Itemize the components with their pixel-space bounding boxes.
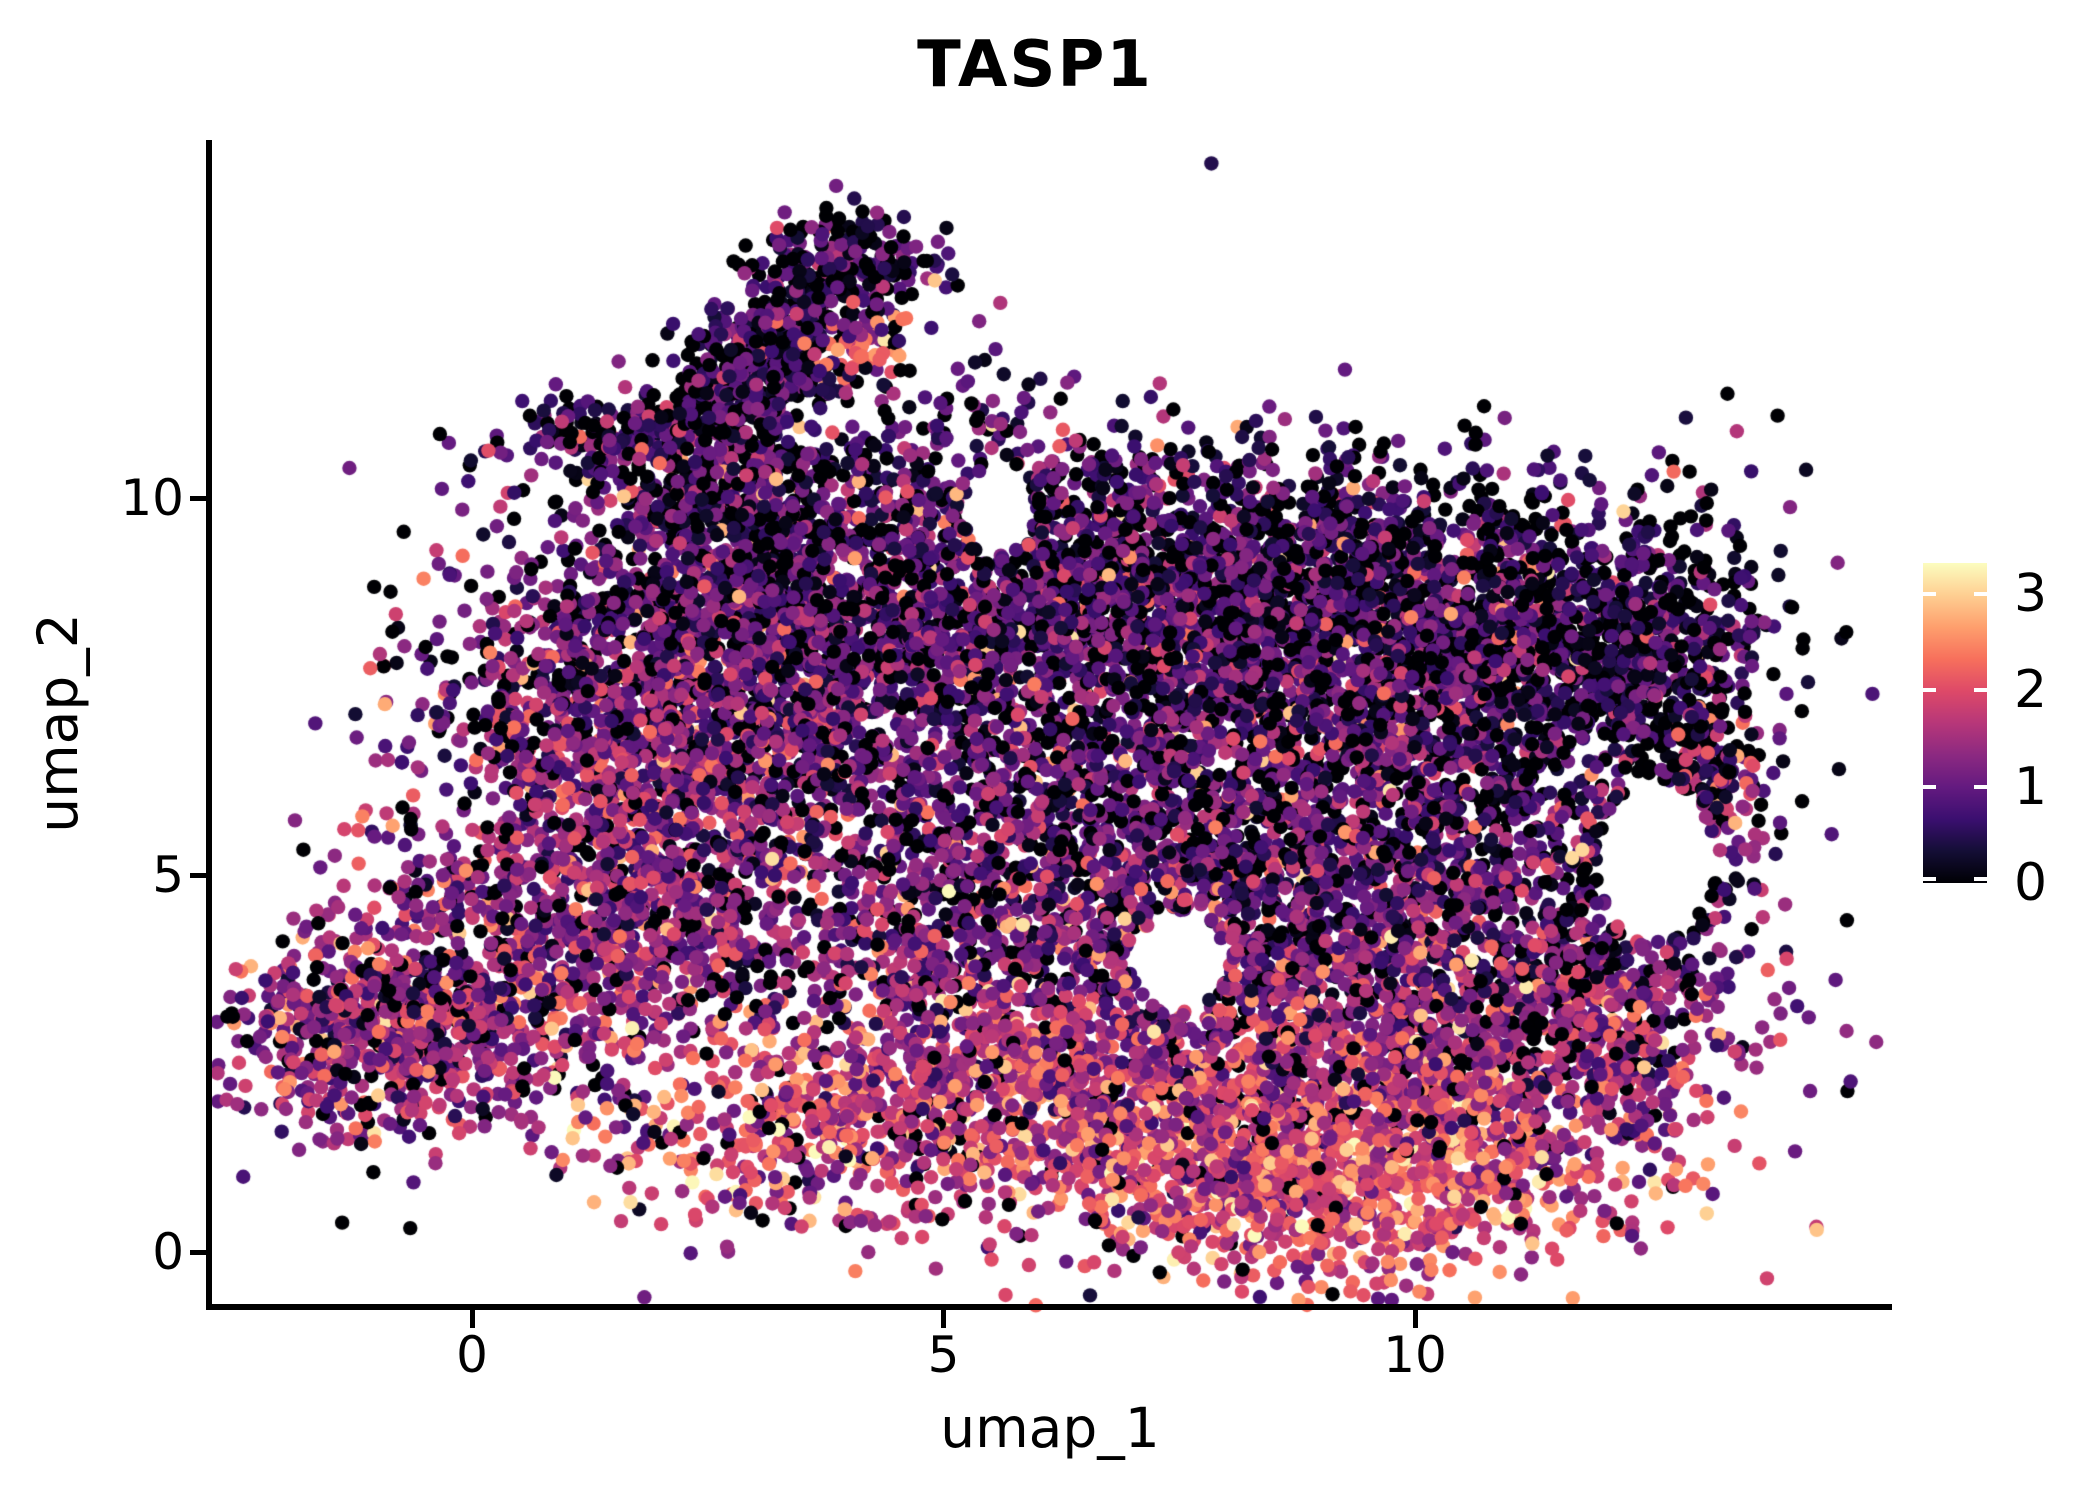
x-tick-label: 5 [927, 1326, 960, 1384]
colorbar-tick [1923, 688, 1936, 693]
x-tick [469, 1310, 475, 1328]
colorbar-tick-label: 0 [2014, 853, 2048, 913]
y-tick [190, 1249, 208, 1255]
plot-title: TASP1 [917, 28, 1153, 102]
y-axis-label: umap_2 [26, 613, 90, 833]
colorbar-tick-label: 1 [2014, 756, 2048, 817]
y-tick [190, 495, 208, 501]
y-tick-label: 5 [152, 846, 184, 904]
colorbar-tick-label: 3 [2014, 563, 2048, 624]
x-tick-label: 0 [456, 1326, 488, 1384]
x-axis-label: umap_1 [940, 1396, 1160, 1460]
colorbar [1923, 563, 1987, 883]
y-tick-label: 0 [152, 1223, 184, 1281]
x-axis-line [206, 1304, 1892, 1310]
colorbar-tick [1974, 877, 1987, 881]
x-tick [1412, 1310, 1418, 1328]
y-tick [190, 872, 208, 878]
colorbar-tick [1923, 591, 1936, 596]
y-tick-label: 10 [120, 469, 184, 527]
colorbar-tick [1974, 784, 1987, 789]
x-tick [941, 1310, 946, 1328]
colorbar-tick [1923, 877, 1936, 881]
colorbar-tick-label: 2 [2014, 660, 2048, 721]
x-tick-label: 10 [1383, 1326, 1447, 1384]
colorbar-tick [1974, 688, 1987, 693]
y-axis-line [206, 140, 212, 1310]
colorbar-tick [1974, 591, 1987, 596]
colorbar-tick [1923, 784, 1936, 789]
